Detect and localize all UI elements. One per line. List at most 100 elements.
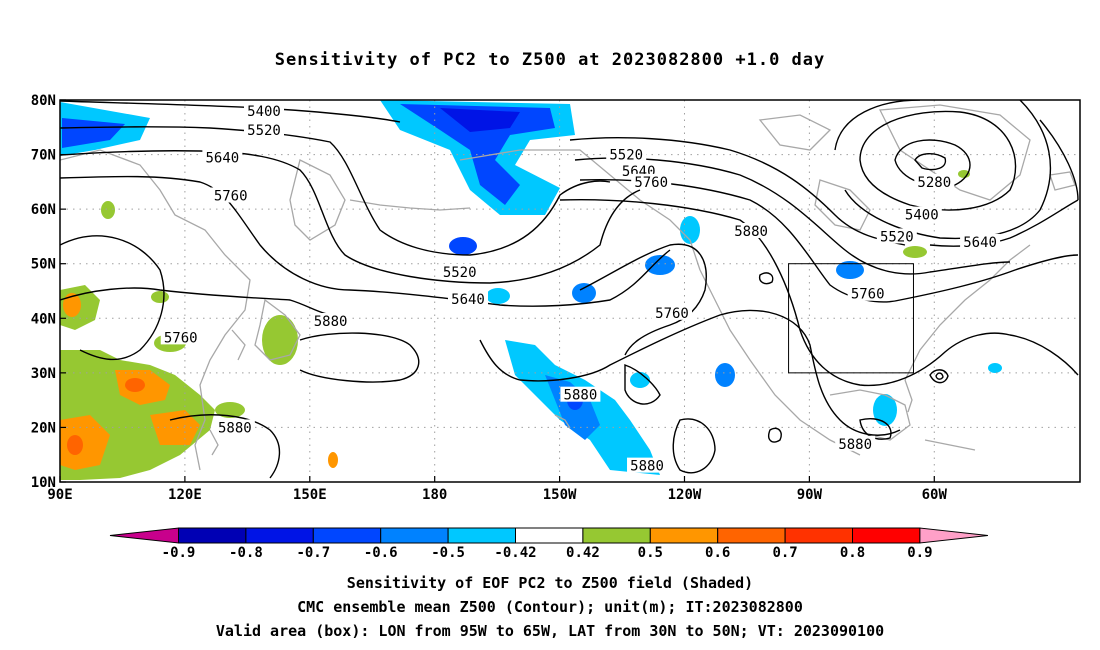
- shade-neg-cell-1: [449, 237, 477, 255]
- contour-5400-low: [859, 110, 1017, 211]
- contour-labels: 5400 5520 5640 5760 5760 5880 5880 5520 5640 5880…: [160, 102, 1001, 475]
- contour-5520-north: [569, 136, 906, 246]
- contour-label: 5520: [443, 265, 477, 281]
- coast-iceland: [1049, 171, 1076, 191]
- coast-arctic-islands: [758, 114, 832, 151]
- contour-label-bg: [210, 187, 251, 203]
- coast-alaska: [459, 149, 701, 271]
- lon-tick-label: 120W: [668, 487, 702, 503]
- contour-5160-low: [914, 153, 947, 171]
- lon-tick-label: 180: [422, 487, 447, 503]
- shade-pos-west-2-red: [125, 378, 145, 392]
- shade-neg-cell-2: [486, 288, 510, 304]
- contour-label-bg: [448, 291, 488, 307]
- shade-neg-cell-10: [630, 372, 650, 388]
- colorbar-label: 0.42: [566, 545, 600, 561]
- contour-label: 5640: [206, 150, 240, 166]
- contour-label: 5760: [655, 306, 689, 322]
- caption-line-3: Valid area (box): LON from 95W to 65W, L…: [215, 622, 885, 640]
- coast-hawaii: [554, 414, 571, 429]
- colorbar-segment: [245, 527, 314, 544]
- colorbar-label: 0.7: [772, 545, 797, 561]
- colorbar-segment: [447, 527, 517, 544]
- contour-5760-southwest: [60, 287, 341, 317]
- shade-neg-arctic-west-core: [62, 118, 125, 148]
- shade-pos-west-2-red-b: [67, 435, 83, 455]
- lat-tick-label: 40N: [31, 311, 56, 327]
- contour-label-bg: [652, 304, 692, 320]
- colorbar-segment: [380, 527, 449, 544]
- shade-pos-cell-6: [328, 452, 338, 468]
- contour-5640-ne: [929, 119, 1079, 247]
- lon-tick-label: 60W: [922, 487, 948, 503]
- colorbar-label: -0.8: [229, 545, 263, 561]
- coast-greenland: [878, 104, 1031, 201]
- colorbar-segment: [784, 527, 853, 544]
- contour-label: 5760: [634, 175, 668, 191]
- lon-tick-label: 150E: [293, 487, 327, 503]
- contour-label: 5880: [838, 437, 872, 453]
- contour-label-bg: [835, 435, 876, 451]
- colorbar-label: 0.6: [705, 545, 730, 561]
- lat-tick-label: 70N: [31, 148, 56, 164]
- shade-neg-cell-8: [873, 394, 897, 426]
- lat-tick-label: 20N: [31, 420, 56, 436]
- contour-label: 5880: [734, 224, 768, 240]
- contour-5520-low: [834, 100, 1052, 240]
- contour-5760-north: [579, 178, 1079, 303]
- colorbar: -0.9 -0.8 -0.7 -0.6 -0.5 -0.42 0.42 0.5 0.6 0.7 0.…: [109, 527, 988, 561]
- contour-label: 5520: [880, 229, 914, 245]
- lon-tick-label: 90W: [797, 487, 823, 503]
- contour-label-bg: [202, 149, 243, 165]
- caption-line-1: Sensitivity of EOF PC2 to Z500 field (Sh…: [346, 574, 754, 592]
- contour-label-bg: [631, 173, 672, 189]
- contour-label-bg: [731, 222, 772, 238]
- colorbar-label: -0.5: [431, 545, 465, 561]
- axis-labels: 90E 120E 150E 180 150W 120W 90W 60W 10N 20N 30N 40N…: [31, 93, 948, 503]
- colorbar-label: -0.6: [364, 545, 398, 561]
- contour-5640-north: [574, 157, 1011, 275]
- contour-5880-south: [169, 414, 281, 479]
- colorbar-segment: [852, 527, 921, 544]
- contour-label-bg: [244, 122, 284, 138]
- colorbar-segment: [717, 527, 786, 544]
- contour-label: 5520: [609, 148, 643, 164]
- shade-pos-cell-2: [262, 315, 298, 365]
- contour-5880-pacific: [479, 309, 901, 436]
- coast-gulf-mexico: [829, 389, 911, 441]
- shade-neg-cell-7: [715, 363, 735, 387]
- shade-neg-arctic-north-deep: [440, 108, 520, 132]
- shade-pos-cell-4: [101, 201, 115, 219]
- contour-label: 5760: [164, 330, 198, 346]
- contour-label-bg: [876, 228, 917, 244]
- shade-pos-cell-5: [151, 291, 169, 303]
- coast-hudson-bay: [814, 179, 871, 231]
- contour-label-bg: [847, 285, 888, 301]
- contour-label: 5880: [630, 459, 664, 475]
- shade-neg-cell-9: [988, 363, 1002, 373]
- contour-5880-north: [559, 198, 1079, 387]
- contour-label-bg: [960, 233, 1001, 249]
- contour-5760-east-trough: [579, 243, 707, 356]
- colorbar-segment: [649, 527, 719, 544]
- colorbar-segment: [582, 527, 651, 544]
- contour-label-bg: [901, 206, 942, 222]
- valid-area-box: [788, 263, 914, 374]
- contour-label-bg: [244, 102, 284, 118]
- contour-label: 5400: [905, 208, 939, 224]
- shade-pos-west-1-core: [63, 293, 81, 317]
- contour-label: 5880: [218, 420, 252, 436]
- coast-florida: [904, 379, 913, 413]
- contour-5880-atlantic: [929, 369, 949, 384]
- contour-label: 5760: [851, 287, 885, 303]
- contour-label: 5280: [917, 175, 951, 191]
- coast-korea: [231, 329, 246, 361]
- shade-neg-cell-5: [680, 216, 700, 244]
- shade-neg-cell-3: [572, 283, 596, 303]
- map-title: Sensitivity of PC2 to Z500 at 2023082800…: [274, 50, 826, 70]
- contour-5880-pacific-small: [624, 364, 661, 405]
- contour-5880-atlantic-inner: [935, 372, 944, 380]
- contour-label: 5520: [247, 123, 281, 139]
- lon-tick-label: 90E: [47, 487, 72, 503]
